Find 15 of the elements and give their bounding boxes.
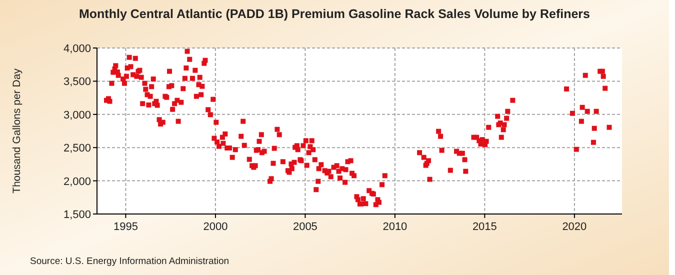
y-tick-label: 1,500 (63, 209, 91, 221)
y-tick-label: 2,500 (63, 142, 91, 155)
x-tick-label: 2015 (472, 221, 497, 233)
x-tick-label: 2000 (203, 221, 228, 233)
source-note: Source: U.S. Energy Information Administration (30, 256, 230, 267)
y-tick-label: 2,000 (63, 176, 91, 188)
x-tick-label: 2020 (562, 221, 587, 233)
y-axis-title: Thousand Gallons per Day (11, 68, 23, 194)
y-tick-label: 3,500 (63, 76, 91, 88)
x-tick-label: 2010 (382, 221, 408, 233)
x-tick-label: 2005 (292, 221, 318, 233)
x-tick-label: 1995 (113, 221, 138, 233)
y-tick-label: 4,000 (63, 43, 91, 55)
y-tick-label: 3,000 (63, 109, 91, 122)
chart-title: Monthly Central Atlantic (PADD 1B) Premium Gasoline Rack Sales Volume by Refiners (78, 7, 590, 21)
